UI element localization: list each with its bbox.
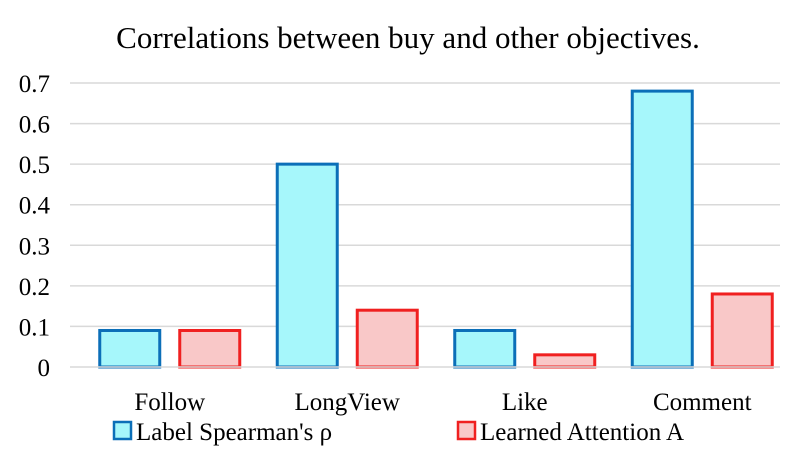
legend-item-spearman: Label Spearman's ρ (112, 419, 332, 446)
y-axis-ticks: 0 0.1 0.2 0.3 0.4 0.5 0.6 0.7 (19, 71, 51, 382)
legend-label-attention: Learned Attention A (480, 419, 684, 446)
y-tick-label: 0.7 (19, 71, 50, 98)
bar-like-series-1 (533, 353, 597, 369)
bar-follow-series-1 (178, 328, 242, 369)
y-tick-label: 0.5 (19, 152, 50, 179)
bar-follow-series-0 (98, 328, 162, 369)
bar-longview-series-1 (355, 308, 419, 369)
x-tick-label: LongView (295, 389, 400, 416)
y-tick-label: 0 (38, 355, 51, 382)
bars (98, 89, 774, 369)
x-tick-label: Comment (653, 389, 752, 416)
y-tick-label: 0.1 (19, 314, 50, 341)
legend-swatch-attention (456, 420, 477, 441)
y-tick-label: 0.3 (19, 233, 50, 260)
bar-comment-series-1 (710, 292, 774, 369)
chart-title: Correlations between buy and other objec… (116, 20, 700, 55)
y-tick-label: 0.4 (19, 193, 51, 220)
legend-label-spearman: Label Spearman's ρ (136, 419, 332, 446)
x-axis-ticks: Follow LongView Like Comment (134, 389, 751, 416)
x-tick-label: Follow (134, 389, 205, 416)
bar-longview-series-0 (275, 162, 339, 369)
bar-comment-series-0 (630, 89, 694, 369)
y-tick-label: 0.6 (19, 112, 50, 139)
legend-item-attention: Learned Attention A (456, 419, 684, 446)
y-tick-label: 0.2 (19, 274, 50, 301)
legend: Label Spearman's ρ Learned Attention A (112, 419, 684, 446)
legend-swatch-spearman (112, 420, 133, 441)
x-tick-label: Like (502, 389, 548, 416)
bar-like-series-0 (453, 328, 517, 369)
gridlines (70, 82, 780, 328)
